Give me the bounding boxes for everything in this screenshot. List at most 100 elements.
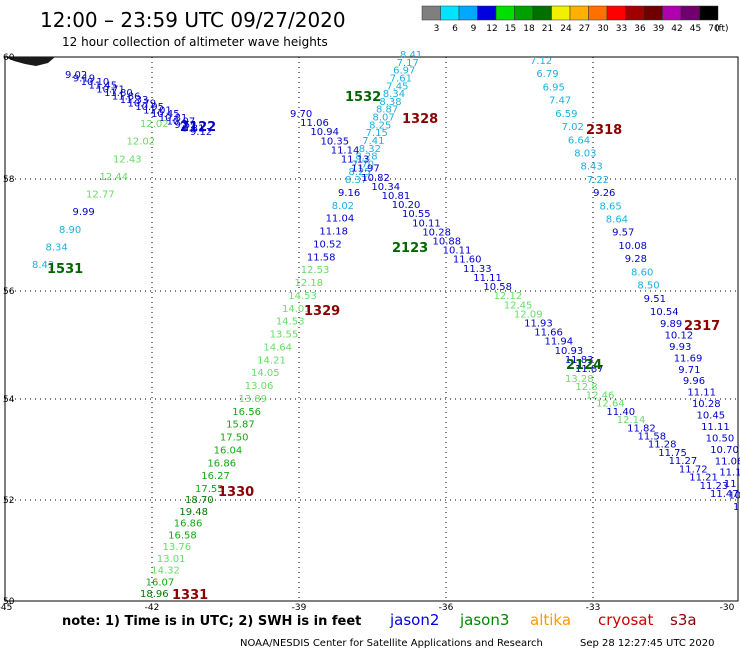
colorbar-label: 21: [542, 24, 553, 34]
track-2122: 9.029.1910.1011.4510.7111.8011.8611.3310…: [65, 70, 216, 138]
wave-height-label: 17.50: [220, 433, 249, 444]
colorbar-swatch: [606, 5, 626, 21]
wave-height-label: 14.32: [151, 566, 180, 577]
wave-height-label: 10.94: [310, 127, 339, 138]
wave-height-label: 7.41: [362, 136, 384, 147]
wave-height-label: 10.50: [706, 433, 735, 444]
colorbar-label: 12: [486, 24, 497, 34]
colorbar-swatch: [477, 5, 497, 21]
wave-height-label: 15.87: [226, 420, 255, 431]
colorbar-swatch: [551, 5, 571, 21]
colorbar-label: 45: [690, 24, 701, 34]
wave-height-label: 11.47: [724, 479, 740, 490]
wave-height-label: 10.54: [650, 307, 679, 318]
colorbar-swatch: [680, 5, 700, 21]
wave-height-label: 10.82: [361, 173, 390, 184]
wave-height-label: 10.07: [167, 116, 196, 127]
wave-height-label: 13.89: [239, 394, 268, 405]
wave-height-label: 16.86: [174, 519, 203, 530]
wave-height-label: 11.40: [606, 407, 635, 418]
wave-height-label: 16.58: [168, 530, 197, 541]
track-time-label: 2122: [180, 120, 216, 135]
colorbar-swatch: [440, 5, 460, 21]
wave-height-label: 8.34: [383, 89, 405, 100]
wave-height-label: 7.70: [352, 159, 374, 170]
wave-height-label: 16.56: [232, 407, 261, 418]
wave-height-label: 11.33: [463, 264, 492, 275]
wave-height-label: 6.97: [393, 66, 415, 77]
colorbar-label: 15: [505, 24, 516, 34]
wave-height-label: 9.99: [73, 207, 95, 218]
wave-height-label: 9.19: [73, 74, 95, 85]
wave-height-label: 8.32: [359, 144, 381, 155]
wave-height-label: 10.11: [412, 218, 441, 229]
colorbar-swatch: [514, 5, 534, 21]
wave-height-label: 16.27: [201, 471, 230, 482]
wave-height-label: 11.01: [143, 106, 172, 117]
wave-height-label: 11.27: [669, 456, 698, 467]
track-1532: 8.417.176.977.617.458.348.388.878.078.25…: [345, 50, 422, 186]
wave-height-label: 9.02: [65, 70, 87, 81]
wave-height-label: 10.12: [665, 330, 694, 341]
colorbar-label: 36: [634, 24, 646, 34]
wave-height-label: 14.21: [257, 355, 286, 366]
wave-height-label: 11.06: [715, 456, 740, 467]
wave-height-label: 11.13: [341, 155, 370, 166]
legend-item-s3a: s3a: [670, 611, 697, 629]
wave-height-label: 12.44: [100, 172, 129, 183]
track-1331: 1331: [172, 588, 208, 603]
wave-height-label: 6.59: [555, 109, 577, 120]
wave-height-label: 8.64: [606, 215, 628, 226]
wave-height-label: 12.45: [504, 300, 533, 311]
wave-height-label: 9.28: [625, 254, 647, 265]
wave-height-label: 11.93: [524, 318, 553, 329]
wave-height-label: 11.80: [104, 88, 133, 99]
wave-height-label: 11.75: [658, 448, 687, 459]
legend-item-jason3: jason3: [459, 611, 509, 629]
wave-height-label: 14.05: [251, 368, 280, 379]
track-time-label: 1330: [218, 485, 254, 500]
track-1328: 1328: [402, 112, 438, 127]
colorbar-swatch: [421, 5, 441, 21]
coastline-shape: [5, 57, 55, 66]
wave-height-label: 9.31: [182, 123, 204, 134]
track-time-label: 1532: [345, 90, 381, 105]
wave-height-label: 12.02: [140, 119, 169, 130]
wave-height-label: 12.64: [596, 399, 625, 410]
colorbar-label: 27: [579, 24, 590, 34]
wave-height-label: 11: [733, 502, 740, 513]
legend-item-altika: altika: [530, 611, 571, 629]
wave-height-label: 9.93: [669, 342, 691, 353]
legend-item-jason2: jason2: [389, 611, 439, 629]
wave-height-label: 8.37: [345, 175, 367, 186]
wave-height-label: 13.06: [245, 381, 274, 392]
wave-height-label: 11.86: [112, 91, 141, 102]
colorbar-swatch: [569, 5, 589, 21]
wave-height-label: 11.14: [331, 145, 360, 156]
wave-height-label: 10.58: [483, 282, 512, 293]
track-time-label: 2123: [392, 241, 428, 256]
colorbar-swatch: [643, 5, 663, 21]
wave-height-label: 14.01: [282, 304, 311, 315]
wave-height-label: 10.70: [710, 445, 739, 456]
wave-height-label: 16.86: [207, 458, 236, 469]
colorbar-label: 18: [523, 24, 535, 34]
wave-height-label: 10.20: [392, 200, 421, 211]
wave-height-label: 9.52: [174, 120, 196, 131]
y-tick-label: 50: [3, 597, 15, 607]
wave-height-label: 11.94: [544, 337, 573, 348]
x-tick-label: -33: [586, 603, 601, 613]
wave-height-label: 11.83: [565, 355, 594, 366]
track-layer: 9.029.1910.1011.4510.7111.8011.8611.3310…: [32, 50, 740, 603]
x-tick-label: -36: [439, 603, 454, 613]
colorbar-swatch: [662, 5, 682, 21]
wave-height-label: 14.64: [263, 342, 292, 353]
footer-note: note: 1) Time is in UTC; 2) SWH is in fe…: [62, 614, 361, 629]
wave-height-label: 11.66: [534, 328, 563, 339]
colorbar-label: 39: [653, 24, 665, 34]
wave-height-label: 17.55: [195, 484, 224, 495]
wave-height-label: 9.51: [644, 294, 666, 305]
wave-height-label: 8.60: [631, 267, 653, 278]
track-2317: 9.8910.129.9311.699.719.9611.1110.2810.4…: [660, 319, 740, 513]
